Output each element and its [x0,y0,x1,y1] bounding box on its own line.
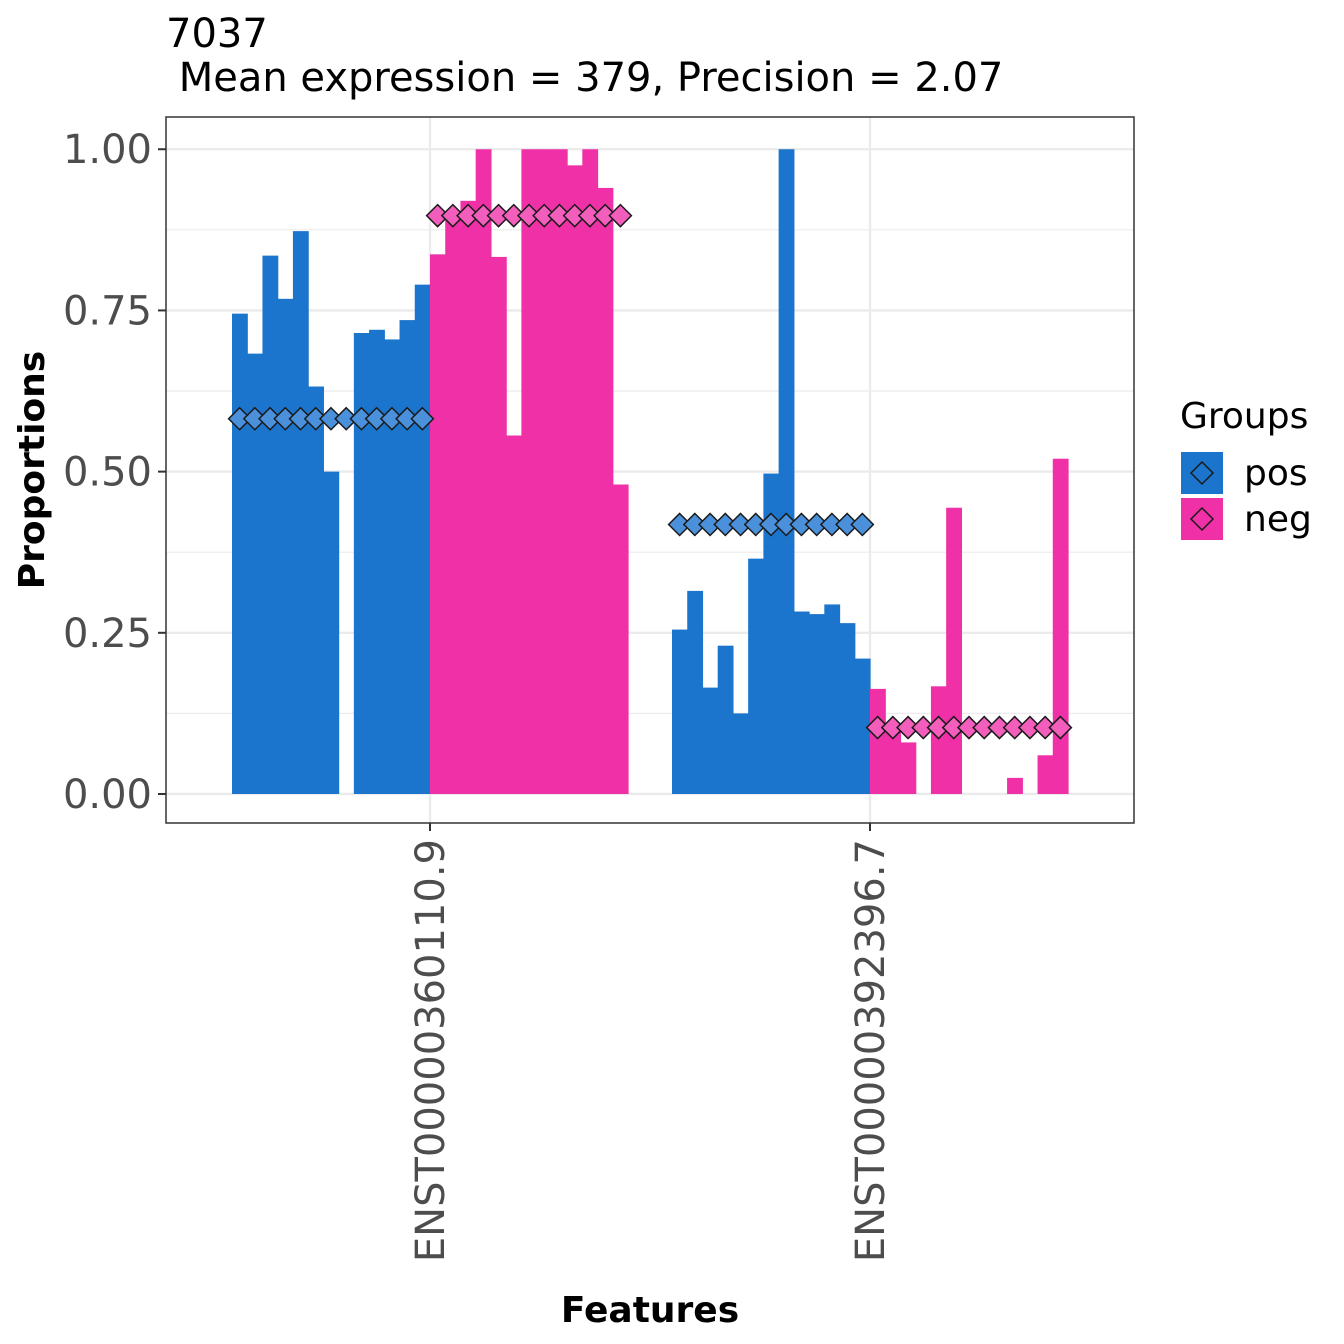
bar-pos [384,339,401,794]
bar-pos [717,645,734,794]
x-axis-title: Features [561,1290,739,1331]
mean-marker-pos [850,512,875,537]
y-axis-title: Proportions [12,351,53,589]
chart-title: 7037 [166,11,268,57]
bar-pos [687,590,704,794]
bar-pos [247,353,264,794]
y-tick-label: 0.00 [63,772,152,818]
legend-title: Groups [1180,396,1308,437]
bar-neg [445,213,462,794]
bar-pos [353,332,370,794]
bar-neg [490,256,507,794]
bar-pos [232,313,248,794]
y-tick-label: 0.25 [63,611,152,657]
bar-pos [277,298,294,794]
legend-label-pos: pos [1244,453,1308,494]
mean-marker-pos [410,406,435,431]
plot-border [165,116,1135,824]
bar-neg [551,149,568,794]
bar-neg [885,729,902,794]
bar-neg [536,149,553,794]
bar-neg [930,686,947,794]
legend-key-pos [1181,452,1223,494]
bar-neg [582,149,599,794]
bar-neg [460,200,477,794]
bar-pos [854,658,871,794]
mean-marker-neg [608,203,633,228]
bar-neg [475,149,492,794]
bar-neg [567,165,583,794]
bar-neg [1052,458,1069,794]
bar-neg [430,254,446,794]
y-tick-label: 0.75 [63,288,152,334]
bar-pos [308,386,324,794]
bar-neg [870,688,886,794]
bar-pos [323,471,340,794]
bar-pos [702,687,719,794]
bar-neg [612,484,629,794]
bar-pos [369,329,385,794]
bar-pos [262,255,279,794]
bar-pos [732,713,749,794]
bar-pos [399,320,416,794]
y-axis: 0.00 0.25 0.50 0.75 1.00 [63,127,166,818]
legend-marker-neg [1189,506,1215,532]
x-axis: ENST00000360110.9 ENST00000392396.7 [408,823,894,1262]
bar-pos [763,473,780,794]
bar-pos [824,604,841,794]
bar-pos [793,611,810,794]
bar-pos [414,284,431,794]
bars [232,149,1069,794]
legend-label-neg: neg [1244,499,1312,540]
bar-neg [1037,755,1054,794]
chart-subtitle: Mean expression = 379, Precision = 2.07 [166,55,1003,101]
bar-neg [900,742,917,794]
legend: Groups pos neg [1180,396,1312,540]
mean-markers [227,203,1073,740]
bar-pos [672,629,688,794]
bar-neg [521,149,538,794]
plot-panel [165,116,1135,824]
bar-neg [1007,777,1023,794]
mean-marker-neg [1048,715,1073,740]
bar-neg [946,507,962,794]
x-tick-label: ENST00000392396.7 [848,839,894,1262]
x-tick-label: ENST00000360110.9 [408,839,454,1262]
y-tick-label: 0.50 [63,450,152,496]
bar-pos [809,614,825,794]
legend-items: pos neg [1181,452,1312,540]
bar-neg [597,187,614,794]
bar-pos [748,558,764,794]
legend-marker-pos [1189,460,1215,486]
legend-key-neg [1181,498,1223,540]
bar-neg [506,435,522,794]
bar-pos [839,623,856,794]
bar-pos [292,231,309,794]
y-tick-label: 1.00 [63,127,152,173]
bar-pos [778,149,795,794]
